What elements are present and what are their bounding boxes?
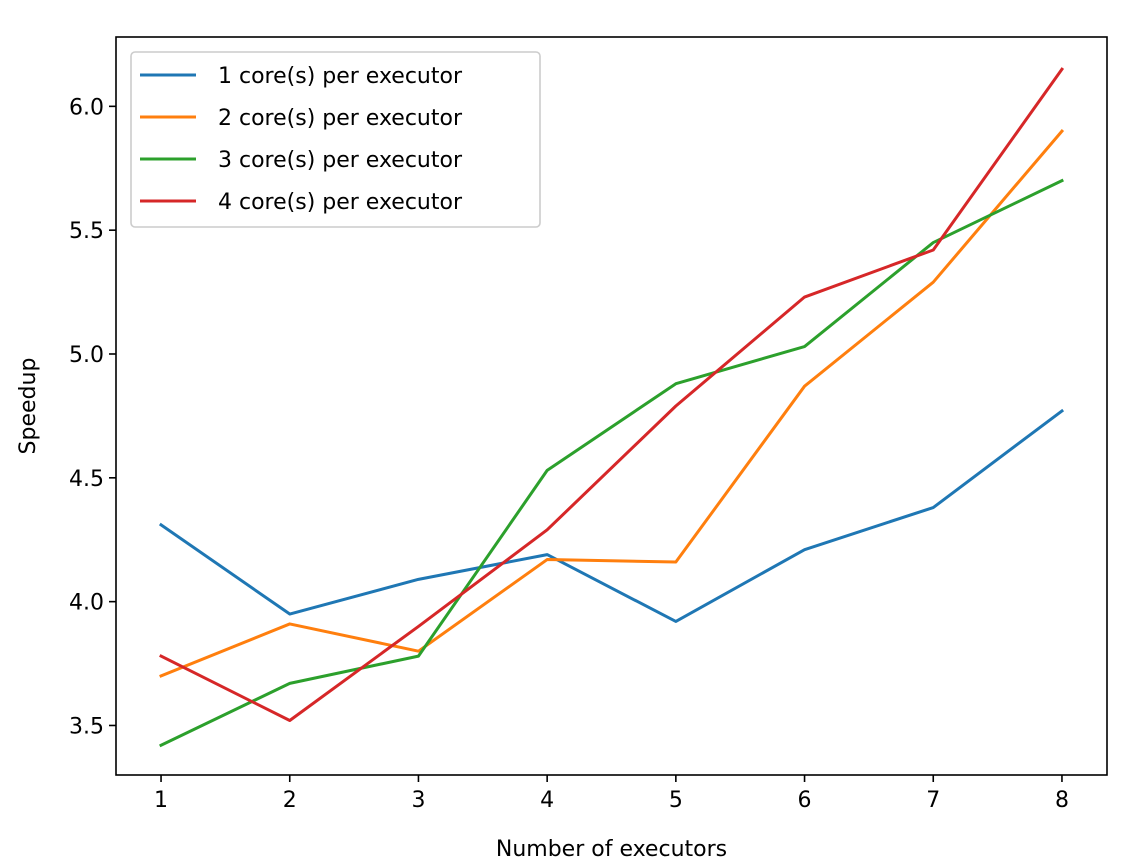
- legend-label-2: 2 core(s) per executor: [218, 106, 463, 131]
- legend-box: [130, 51, 541, 228]
- x-tick-label: 7: [926, 788, 940, 813]
- x-tick-label: 3: [411, 788, 425, 813]
- series-layer: [158, 67, 1065, 748]
- legend-label-1: 1 core(s) per executor: [218, 64, 463, 89]
- legend-entries: 1 core(s) per executor 2 core(s) per exec…: [140, 64, 463, 215]
- legend-label-4: 4 core(s) per executor: [218, 190, 463, 215]
- y-tick-label: 6.0: [69, 95, 104, 120]
- x-tick-label: 2: [283, 788, 297, 813]
- ticks-layer: 1 2 3 4 5 6 7 8 3.5 4.0 4.5 5.0 5.5 6.0: [69, 95, 1069, 813]
- x-tick-label: 5: [669, 788, 683, 813]
- x-tick-label: 1: [154, 788, 168, 813]
- legend: 1 core(s) per executor 2 core(s) per exec…: [130, 51, 541, 228]
- x-tick-label: 4: [540, 788, 554, 813]
- series-line-2: [159, 128, 1065, 678]
- series-line-3: [159, 178, 1064, 748]
- y-tick-label: 4.5: [69, 467, 104, 492]
- y-tick-label: 5.0: [69, 343, 104, 368]
- y-tick-label: 4.0: [69, 591, 104, 616]
- legend-label-3: 3 core(s) per executor: [218, 148, 463, 173]
- y-axis-label: Speedup: [16, 358, 41, 455]
- y-tick-label: 5.5: [69, 219, 104, 244]
- x-axis-label: Number of executors: [496, 837, 727, 862]
- series-line-1: [158, 408, 1065, 623]
- x-tick-label: 6: [798, 788, 812, 813]
- y-tick-label: 3.5: [69, 714, 104, 739]
- x-tick-label: 8: [1055, 788, 1069, 813]
- plot-frame: [115, 36, 1108, 776]
- series-line-4: [159, 67, 1065, 723]
